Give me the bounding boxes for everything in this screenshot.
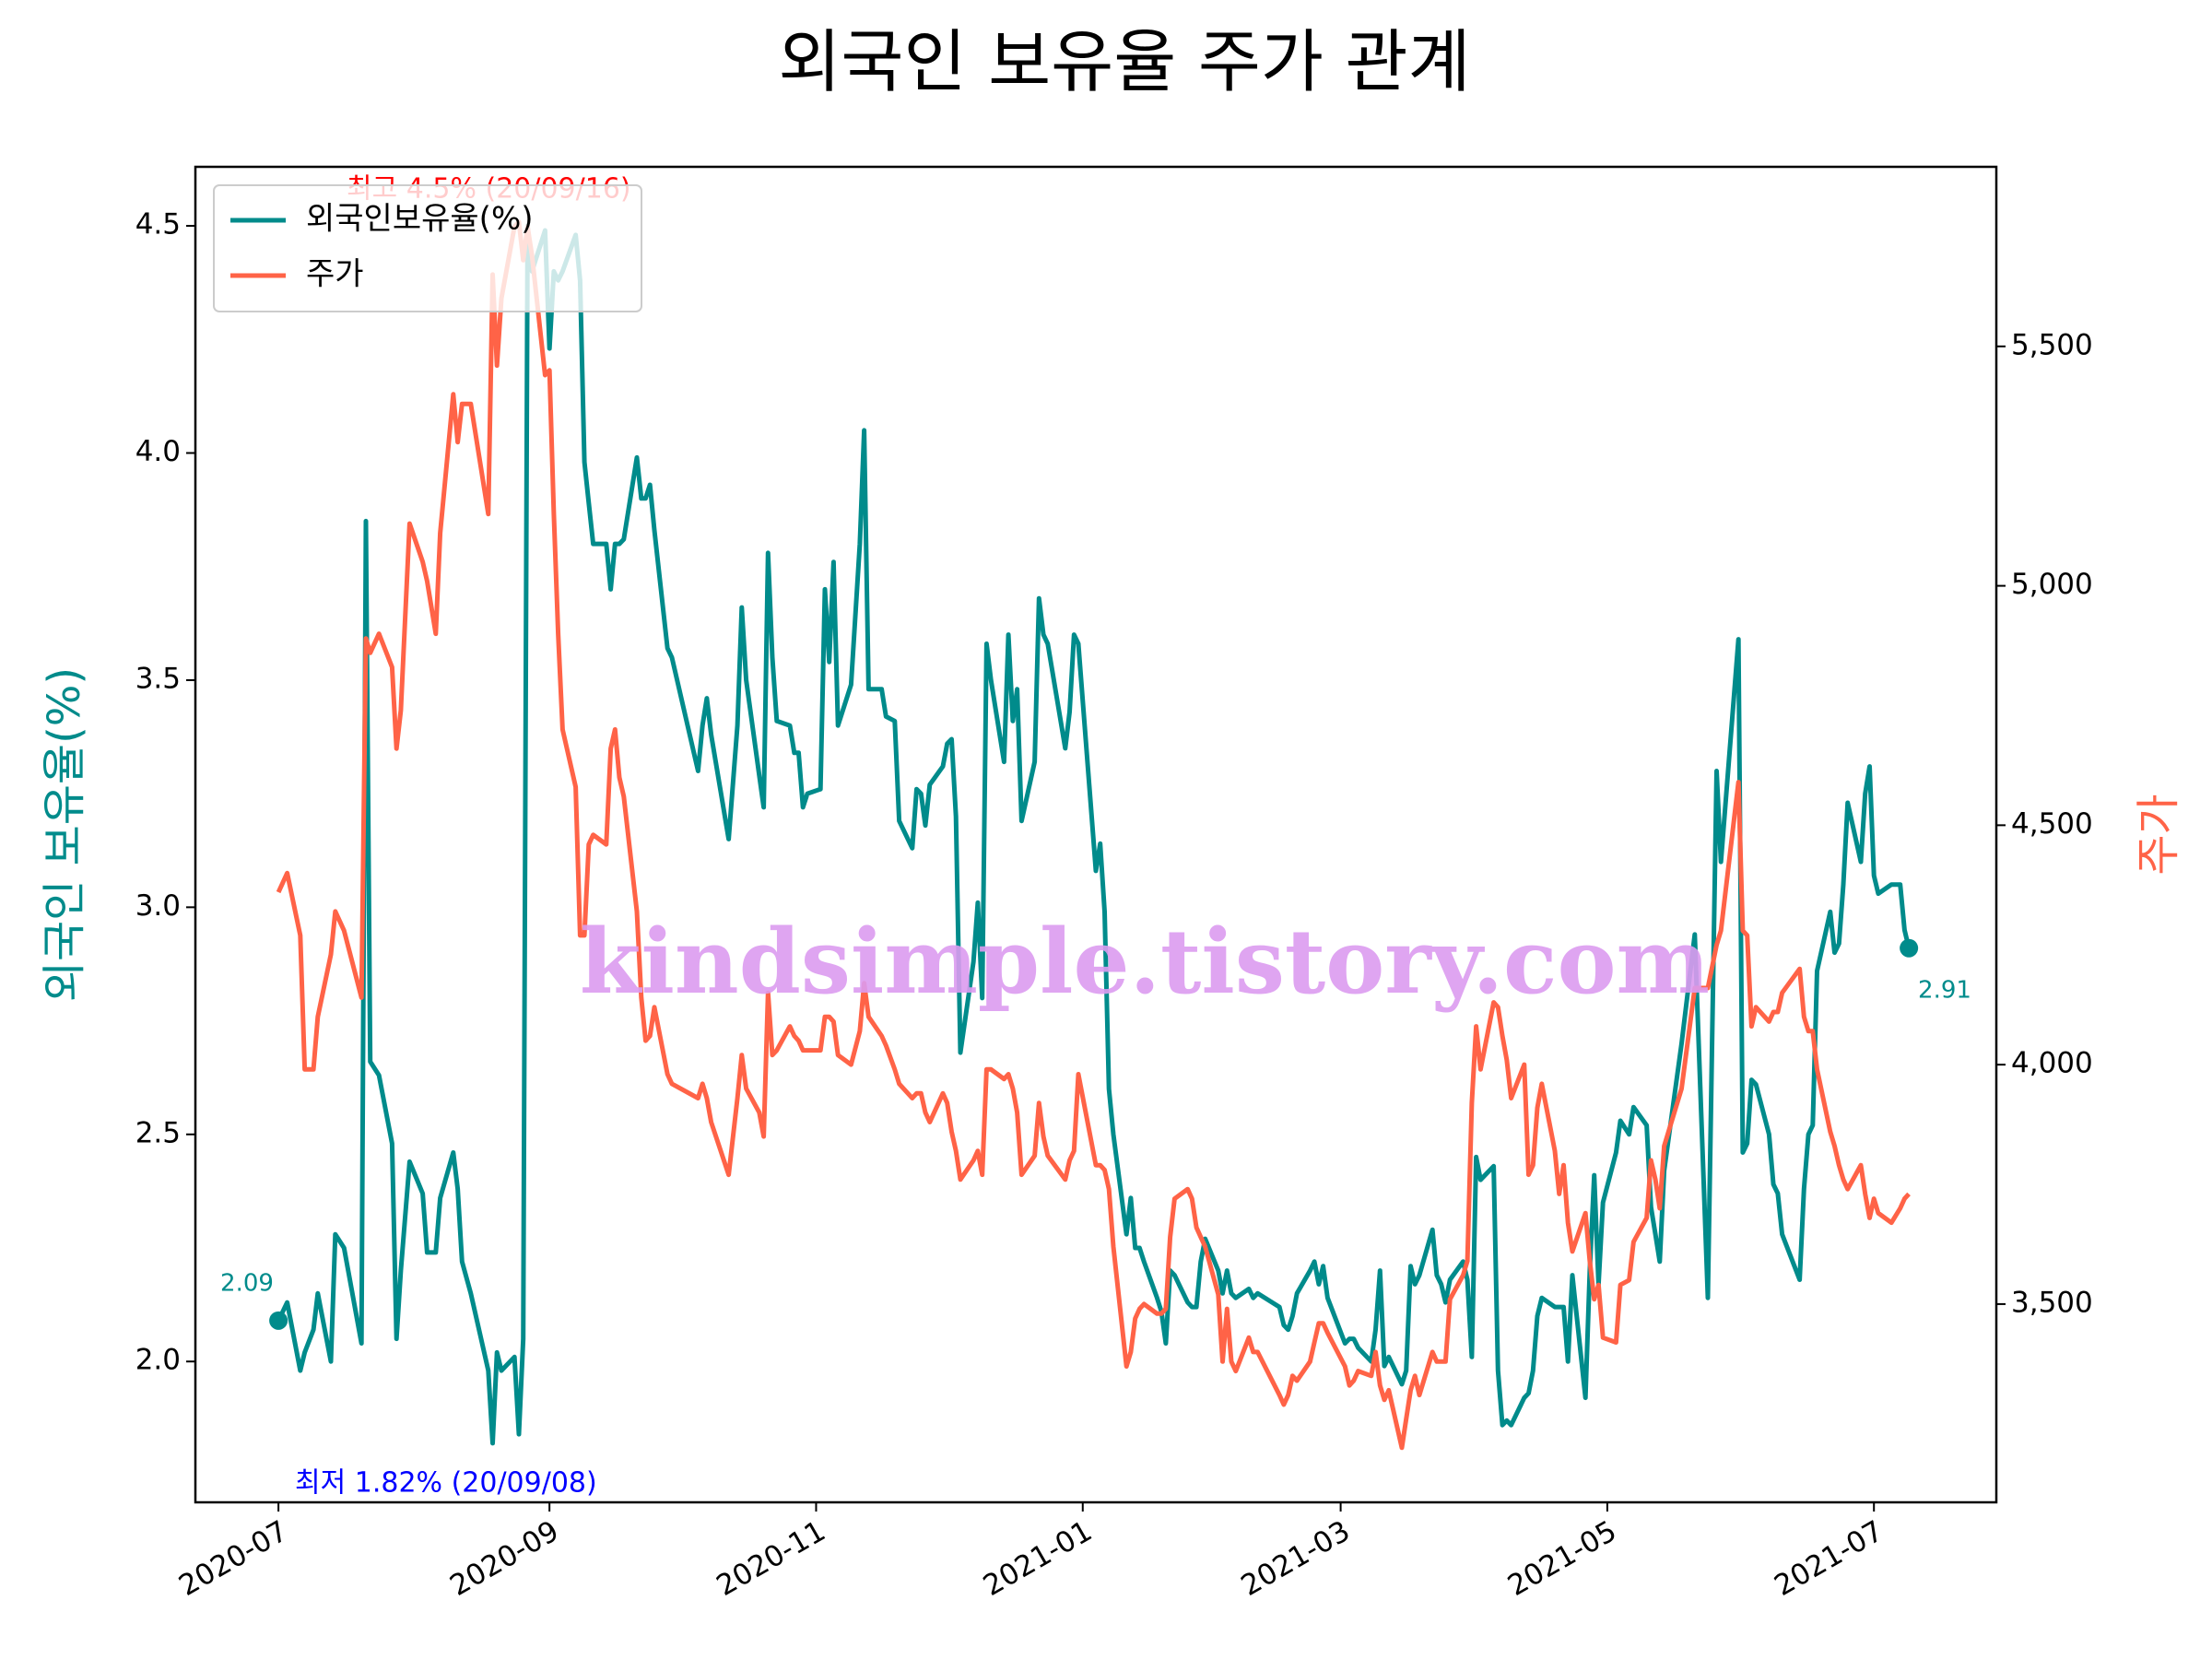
x-tick-label: 2021-07 bbox=[1769, 1514, 1888, 1603]
y2-tick-label: 3,500 bbox=[2011, 1286, 2093, 1319]
annotation: 최저 1.82% (20/09/08) bbox=[295, 1467, 597, 1500]
end-marker bbox=[269, 1311, 288, 1330]
x-tick-label: 2020-09 bbox=[444, 1514, 564, 1603]
x-tick-label: 2021-03 bbox=[1236, 1514, 1356, 1603]
legend-label: 외국인보유율(%) bbox=[306, 201, 534, 238]
y-tick-label: 3.0 bbox=[135, 889, 181, 923]
y-tick-label: 3.5 bbox=[135, 662, 181, 695]
y2-tick-label: 5,000 bbox=[2011, 568, 2093, 601]
series-line bbox=[276, 223, 1912, 1446]
annotation: 2.09 bbox=[220, 1270, 274, 1298]
y-axis-label: 외국인 보유율(%) bbox=[39, 667, 90, 1002]
y2-axis-label: 주가 bbox=[2133, 794, 2184, 875]
y-tick-label: 4.5 bbox=[135, 208, 181, 241]
legend-label: 주가 bbox=[306, 256, 364, 293]
y2-tick-label: 4,000 bbox=[2011, 1047, 2093, 1080]
legend-box bbox=[213, 184, 642, 312]
end-marker bbox=[1900, 938, 1919, 958]
x-tick-label: 2021-01 bbox=[978, 1514, 1098, 1603]
y2-tick-label: 4,500 bbox=[2011, 807, 2093, 841]
y-tick-label: 2.5 bbox=[135, 1116, 181, 1149]
series-line bbox=[276, 219, 1911, 1451]
plot-frame bbox=[194, 165, 1998, 1504]
legend: 외국인보유율(%) 주가 bbox=[213, 184, 642, 312]
x-tick-label: 2021-05 bbox=[1502, 1514, 1622, 1603]
y2-tick-label: 5,500 bbox=[2011, 328, 2093, 361]
chart-title: 외국인 보유율 주가 관계 bbox=[778, 23, 1470, 102]
watermark: kindsimple.tistory.com bbox=[580, 910, 1710, 1014]
x-tick-label: 2020-11 bbox=[712, 1514, 831, 1603]
y-tick-label: 2.0 bbox=[135, 1344, 181, 1377]
y-tick-label: 4.0 bbox=[135, 435, 181, 468]
annotation: 2.91 bbox=[1918, 977, 1971, 1005]
x-tick-label: 2020-07 bbox=[173, 1514, 293, 1603]
